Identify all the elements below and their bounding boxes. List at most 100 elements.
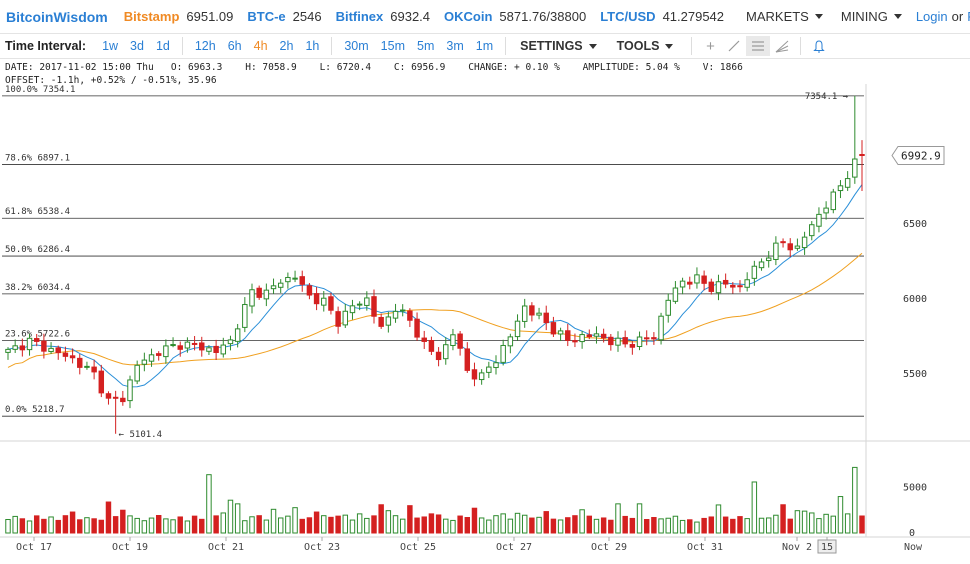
exchange-bitfinex[interactable]: Bitfinex 6932.4 [336, 9, 430, 24]
candle [84, 361, 90, 370]
candle-body [543, 312, 549, 324]
tools-dropdown[interactable]: TOOLS [617, 39, 674, 53]
exchange-bitstamp[interactable]: Bitstamp 6951.09 [124, 9, 234, 24]
volume-bar [615, 503, 621, 534]
interval-6h[interactable]: 6h [227, 39, 242, 53]
bell-icon[interactable] [807, 36, 831, 56]
price-chart[interactable]: 100.0% 7354.1 78.6% 6897.1 61.8% 6538.4 50.… [0, 59, 970, 564]
candle-body [794, 245, 801, 249]
candle-body [26, 337, 33, 351]
volume-bar [780, 504, 786, 534]
exchange-okcoin[interactable]: OKCoin 5871.76/38800 [444, 9, 586, 24]
interval-3m[interactable]: 3m [446, 39, 464, 53]
fan-icon[interactable] [770, 36, 794, 56]
interval-5m[interactable]: 5m [417, 39, 435, 53]
exchange-name[interactable]: Bitfinex [335, 9, 384, 24]
exchange-btce[interactable]: BTC-e 2546 [247, 9, 321, 24]
login-link[interactable]: Login [915, 9, 948, 24]
candle-body [493, 362, 499, 369]
candle-body [751, 265, 758, 279]
candle-body [91, 366, 97, 373]
candle-body [155, 353, 162, 356]
interval-1w[interactable]: 1w [102, 39, 119, 53]
candle-body [342, 310, 349, 326]
volume-bar [421, 516, 427, 534]
candle [679, 277, 686, 295]
current-price-label: 6992.9 [901, 149, 941, 162]
site-logo[interactable]: BitcoinWisdom [6, 8, 108, 25]
mining-menu[interactable]: MINING [841, 9, 902, 24]
volume-bar [579, 509, 585, 534]
time-axis-label: Oct 17 [16, 542, 52, 553]
volume-bar [349, 519, 356, 534]
ohlc-info-line: DATE: 2017-11-02 15:00 Thu O: 6963.3 H: … [5, 62, 743, 73]
markets-menu[interactable]: MARKETS [746, 9, 823, 24]
fib-level-label: 50.0% 6286.4 [5, 245, 70, 255]
candle-body [701, 275, 707, 284]
candle-body [256, 287, 262, 298]
interval-1m[interactable]: 1m [475, 39, 494, 53]
candle [364, 291, 370, 311]
candle-body [859, 154, 865, 157]
price-axis-tick-label: 5500 [903, 369, 927, 380]
candle-body [435, 351, 442, 361]
candle-body [636, 336, 643, 348]
candle-body [163, 345, 169, 358]
candle-body [421, 337, 427, 342]
crosshair-icon[interactable]: + [706, 37, 715, 55]
candle-body [536, 312, 542, 316]
volume-bar [521, 514, 528, 534]
exchange-price: 41.279542 [662, 9, 725, 24]
volume-bar [450, 519, 456, 534]
fan-icon-svg [776, 40, 789, 53]
candle-body [41, 340, 47, 352]
exchange-name[interactable]: LTC/USD [600, 9, 656, 24]
volume-bar [701, 517, 707, 534]
line-draw-icon[interactable] [722, 36, 746, 56]
interval-3d[interactable]: 3d [130, 39, 144, 53]
interval-30m[interactable]: 30m [344, 39, 369, 53]
candle [521, 298, 528, 328]
interval-4h[interactable]: 4h [253, 39, 268, 53]
exchange-price: 5871.76/38800 [499, 9, 587, 24]
candle [600, 328, 607, 343]
candle-body [507, 336, 514, 347]
candle [629, 341, 636, 355]
volume-bar [529, 517, 535, 534]
candle [163, 339, 169, 364]
candle-body [328, 296, 334, 311]
volume-bar [658, 518, 664, 534]
volume-bar [443, 518, 449, 534]
candle [98, 364, 105, 398]
volume-bar [629, 517, 636, 534]
candle [285, 272, 291, 289]
candle [227, 335, 234, 351]
settings-dropdown[interactable]: SETTINGS [520, 39, 597, 53]
candle-body [356, 303, 363, 306]
candle [5, 347, 11, 360]
volume-bar [852, 466, 858, 534]
volume-bar [12, 515, 18, 534]
interval-12h[interactable]: 12h [194, 39, 216, 53]
volume-bar [270, 508, 277, 534]
exchange-name[interactable]: BTC-e [247, 9, 286, 24]
exchange-ltcusd[interactable]: LTC/USD 41.279542 [600, 9, 724, 24]
candle [299, 270, 305, 292]
volume-bar [543, 511, 549, 534]
candle [392, 303, 399, 323]
exchange-name[interactable]: OKCoin [444, 9, 493, 24]
candle [407, 308, 413, 328]
candle [48, 342, 54, 355]
volume-bar [213, 515, 219, 534]
interval-1h[interactable]: 1h [305, 39, 320, 53]
horizontal-lines-icon[interactable] [746, 36, 771, 56]
interval-1d[interactable]: 1d [155, 39, 170, 53]
volume-bar [55, 519, 61, 534]
register-link[interactable]: Re [967, 9, 970, 24]
exchange-name[interactable]: Bitstamp [123, 9, 180, 24]
candle [500, 339, 506, 366]
interval-15m[interactable]: 15m [380, 39, 405, 53]
interval-2h[interactable]: 2h [279, 39, 294, 53]
volume-bar [26, 520, 33, 534]
volume-bar [292, 507, 298, 534]
